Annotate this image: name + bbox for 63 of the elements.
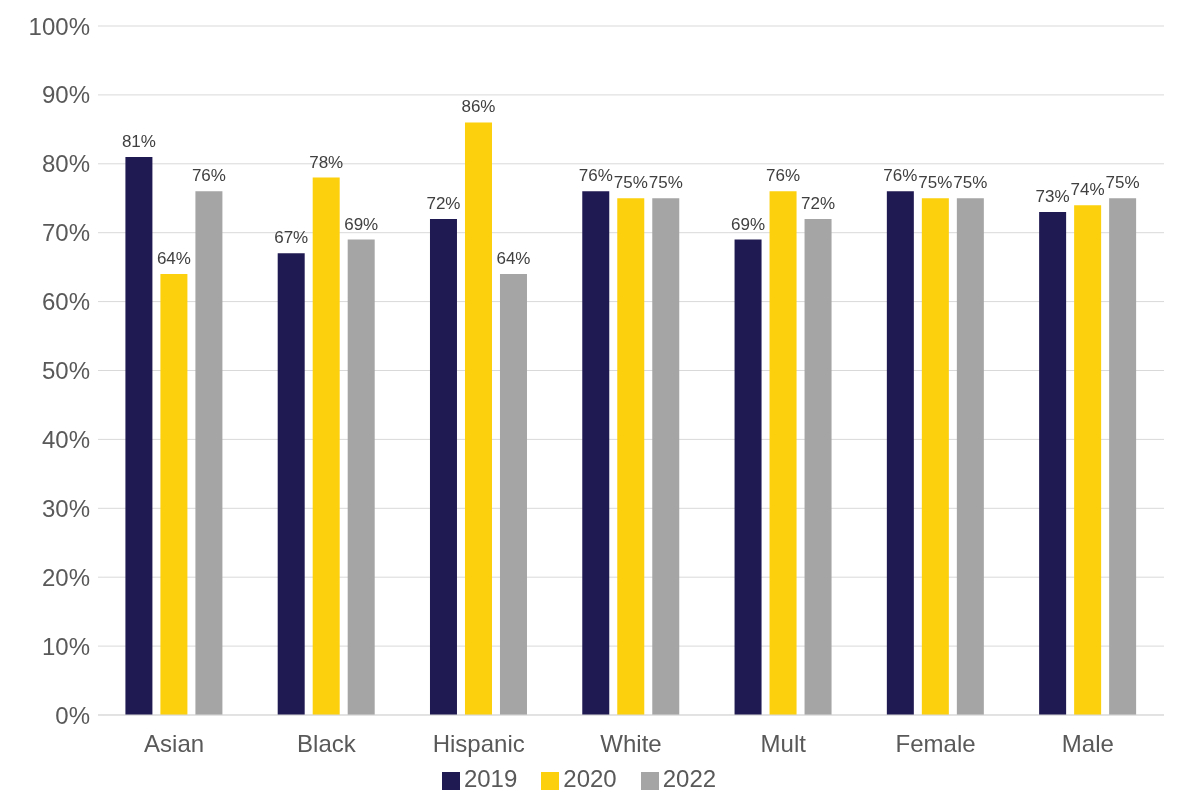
data-label: 76% bbox=[883, 166, 918, 186]
bar bbox=[429, 218, 457, 715]
data-label: 72% bbox=[801, 193, 836, 213]
data-label: 76% bbox=[191, 166, 226, 186]
bar bbox=[921, 198, 949, 715]
data-label: 69% bbox=[344, 214, 379, 234]
x-tick-label: Asian bbox=[144, 730, 205, 758]
y-tick-label: 80% bbox=[41, 150, 90, 178]
bar bbox=[804, 218, 832, 715]
legend-label: 2020 bbox=[563, 765, 617, 792]
bar bbox=[886, 191, 914, 715]
bar bbox=[160, 274, 188, 715]
data-label: 72% bbox=[426, 193, 461, 213]
y-tick-label: 100% bbox=[28, 12, 90, 40]
bar bbox=[1039, 212, 1067, 715]
data-label: 76% bbox=[578, 166, 613, 186]
bar bbox=[956, 198, 984, 715]
bar bbox=[312, 177, 340, 715]
data-label: 64% bbox=[156, 249, 191, 269]
bar bbox=[1109, 198, 1137, 715]
data-label: 75% bbox=[1105, 173, 1140, 193]
bar bbox=[347, 239, 375, 715]
bar bbox=[125, 156, 153, 715]
x-tick-label: Female bbox=[895, 730, 976, 758]
y-tick-label: 60% bbox=[41, 288, 90, 316]
bar bbox=[769, 191, 797, 715]
x-tick-label: Hispanic bbox=[432, 730, 525, 758]
data-label: 67% bbox=[274, 228, 309, 248]
y-tick-label: 70% bbox=[41, 219, 90, 247]
data-label: 86% bbox=[461, 97, 496, 117]
bar bbox=[499, 274, 527, 715]
data-label: 75% bbox=[953, 173, 988, 193]
y-tick-label: 90% bbox=[41, 81, 90, 109]
y-tick-label: 10% bbox=[41, 632, 90, 660]
data-label: 75% bbox=[613, 173, 648, 193]
y-tick-label: 20% bbox=[41, 563, 90, 591]
bar bbox=[195, 191, 223, 715]
data-label: 75% bbox=[648, 173, 683, 193]
y-tick-label: 30% bbox=[41, 494, 90, 522]
data-label: 78% bbox=[309, 152, 344, 172]
x-tick-label: Male bbox=[1061, 730, 1114, 758]
bar bbox=[464, 122, 492, 715]
data-label: 76% bbox=[766, 166, 801, 186]
bar bbox=[277, 253, 305, 715]
bar bbox=[617, 198, 645, 715]
data-label: 74% bbox=[1070, 180, 1105, 200]
y-tick-label: 50% bbox=[41, 357, 90, 385]
bar bbox=[652, 198, 680, 715]
data-label: 69% bbox=[731, 214, 766, 234]
data-label: 75% bbox=[918, 173, 953, 193]
bar bbox=[582, 191, 610, 715]
y-tick-label: 40% bbox=[41, 425, 90, 453]
y-tick-label: 0% bbox=[55, 701, 90, 729]
data-label: 73% bbox=[1035, 187, 1070, 207]
data-label: 64% bbox=[496, 249, 531, 269]
bar bbox=[1074, 205, 1102, 715]
x-tick-label: Mult bbox=[760, 730, 807, 758]
x-tick-label: Black bbox=[297, 730, 357, 758]
x-tick-label: White bbox=[600, 730, 662, 758]
legend-label: 2019 bbox=[463, 765, 518, 792]
data-label: 81% bbox=[121, 131, 156, 151]
legend-label: 2022 bbox=[662, 765, 717, 792]
bar bbox=[734, 239, 762, 715]
